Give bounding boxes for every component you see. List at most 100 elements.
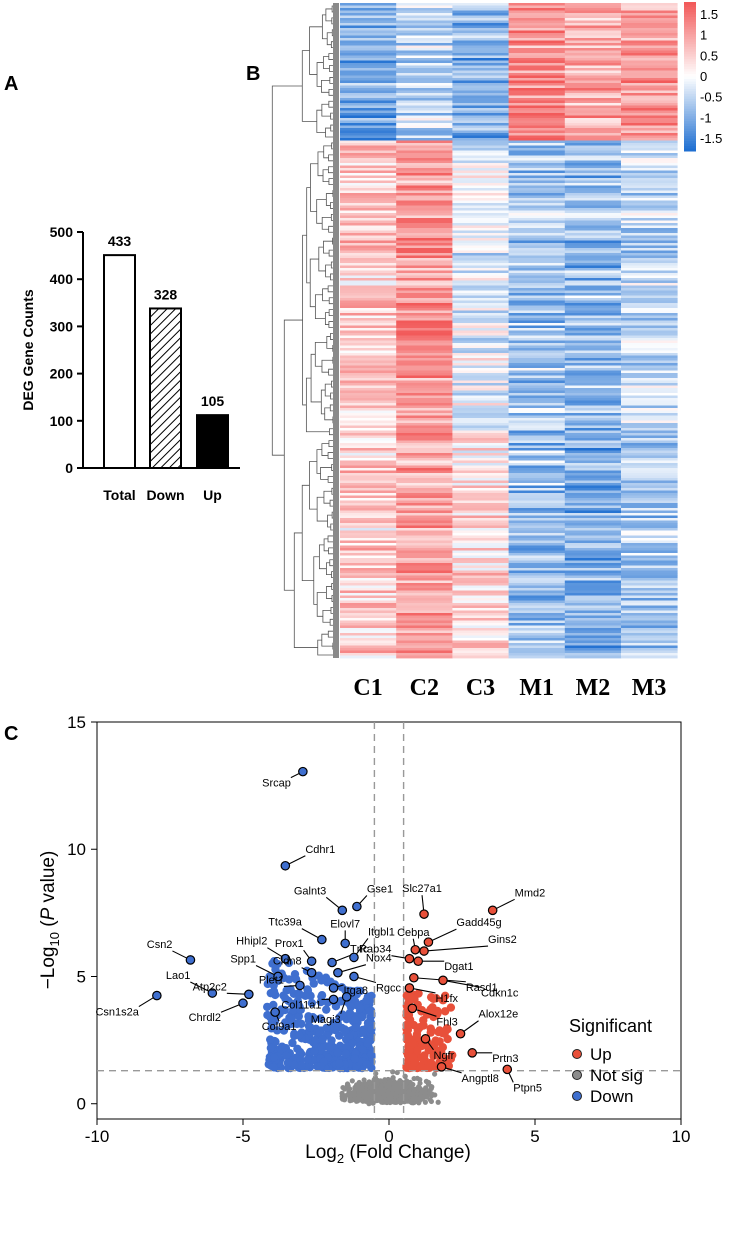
heatmap-cell <box>396 3 453 6</box>
heatmap-cell <box>621 635 678 639</box>
heatmap-cell <box>564 303 622 306</box>
heatmap-cell <box>396 45 453 49</box>
heatmap-cell <box>508 98 566 101</box>
heatmap-cell <box>452 493 509 496</box>
heatmap-cell <box>621 283 678 286</box>
heatmap-cell <box>340 10 397 14</box>
heatmap-cell <box>396 143 453 146</box>
heatmap-cell <box>452 540 509 544</box>
gene-label-gse1: Gse1 <box>367 884 393 896</box>
heatmap-cell <box>452 290 509 294</box>
heatmap-cell <box>452 198 509 201</box>
heatmap-cell <box>452 183 509 186</box>
heatmap-cell <box>508 365 566 369</box>
heatmap-cell <box>340 463 397 466</box>
heatmap-cell <box>508 175 566 179</box>
dendrogram-branch <box>309 461 318 510</box>
gene-point-cldn8 <box>306 967 317 978</box>
heatmap-cell <box>508 358 566 361</box>
volcano-point-down <box>367 1025 376 1034</box>
heatmap-cell <box>508 183 566 186</box>
heatmap-cell <box>621 285 678 289</box>
heatmap-cell <box>621 198 678 201</box>
heatmap-cell <box>340 633 397 636</box>
heatmap-cell <box>340 65 397 69</box>
heatmap-cell <box>396 20 453 24</box>
gene-point-gadd45g <box>423 937 434 947</box>
heatmap-cell <box>396 245 453 249</box>
heatmap-cell <box>621 93 678 96</box>
gene-label-itgbl1: Itgbl1 <box>368 926 395 938</box>
heatmap-cell <box>621 235 678 239</box>
heatmap-cell <box>508 495 566 499</box>
heatmap-cell <box>564 543 622 546</box>
heatmap-cell <box>396 18 453 21</box>
heatmap-cell <box>340 453 397 456</box>
heatmap-cell <box>396 10 453 14</box>
heatmap-cells <box>340 3 678 659</box>
heatmap-cell <box>340 538 397 541</box>
heatmap-cell <box>564 163 622 166</box>
heatmap-cell <box>621 333 678 336</box>
heatmap-cell <box>564 485 622 489</box>
heatmap-column-label-c2: C2 <box>410 675 439 701</box>
heatmap-cell <box>452 500 509 504</box>
heatmap-cell <box>396 378 453 381</box>
heatmap-cell <box>621 288 678 291</box>
heatmap-cell <box>564 638 622 641</box>
heatmap-cell <box>508 485 566 489</box>
dendrogram-branch <box>314 342 327 367</box>
dendrogram-branch <box>329 559 336 567</box>
heatmap-cell <box>340 28 397 31</box>
heatmap-cell <box>508 253 566 256</box>
heatmap-cell <box>564 435 622 439</box>
heatmap-cell <box>508 250 566 254</box>
heatmap-cell <box>396 213 453 216</box>
heatmap-cell <box>508 460 566 464</box>
heatmap-cell <box>340 350 397 354</box>
heatmap-cell <box>508 215 566 219</box>
heatmap-cell <box>508 245 566 249</box>
gene-point-itgbl1 <box>349 952 359 963</box>
heatmap-cell <box>396 433 453 436</box>
heatmap-cell <box>564 625 622 629</box>
heatmap-cell <box>564 620 622 624</box>
heatmap-cell <box>396 505 453 509</box>
heatmap-cell <box>452 170 509 174</box>
volcano-point-up <box>431 1036 440 1045</box>
heatmap-cell <box>508 138 566 141</box>
bar-value-label-down: 328 <box>154 286 178 302</box>
scale-gradient-step <box>684 121 696 125</box>
heatmap-cell <box>508 455 566 459</box>
heatmap-cell <box>564 118 622 121</box>
heatmap-cell <box>396 403 453 406</box>
heatmap-cell <box>621 313 678 316</box>
volcano-threshold-lines <box>97 722 681 1119</box>
heatmap-cell <box>396 580 453 584</box>
heatmap-cell <box>508 288 566 291</box>
heatmap-cell <box>340 495 397 499</box>
heatmap-cell <box>508 443 566 446</box>
heatmap-cell <box>452 498 509 501</box>
heatmap-cell <box>340 520 397 524</box>
heatmap-cell <box>340 470 397 474</box>
heatmap-cell <box>340 385 397 389</box>
heatmap-cell <box>508 558 566 561</box>
heatmap-cell <box>564 180 622 184</box>
volcano-point-notsig <box>415 1085 421 1091</box>
heatmap-cell <box>340 485 397 489</box>
volcano-point-notsig <box>411 1087 417 1093</box>
heatmap-cell <box>564 290 622 294</box>
heatmap-cell <box>621 463 678 466</box>
heatmap-cell <box>396 383 453 386</box>
heatmap-cell <box>621 213 678 216</box>
heatmap-cell <box>564 578 622 581</box>
heatmap-cell <box>508 85 566 89</box>
heatmap-cell <box>452 35 509 39</box>
heatmap-expression: C1 C2 C3 M1 M2 M3 1.510.50-0.5-1-1.5 <box>271 2 722 701</box>
heatmap-cell <box>396 458 453 461</box>
heatmap-cell <box>340 330 397 334</box>
heatmap-cell <box>508 23 566 26</box>
heatmap-cell <box>564 10 622 14</box>
